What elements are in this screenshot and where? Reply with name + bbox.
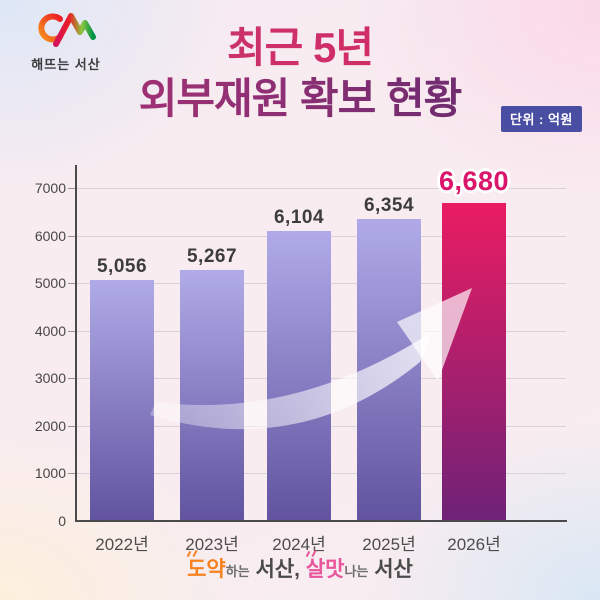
y-tick-mark (68, 425, 75, 427)
y-tick-mark (68, 378, 75, 380)
y-tick-mark (68, 188, 75, 189)
x-axis-line (75, 520, 567, 522)
x-tick-label: 2026년 (447, 535, 501, 554)
y-tick-mark (68, 473, 75, 475)
y-tick-label: 2000 (34, 417, 66, 434)
y-tick-label: 1000 (34, 465, 66, 482)
bar-2024년 (267, 230, 331, 521)
slogan-segment: 서산, (249, 558, 306, 581)
y-tick-label: 0 (58, 513, 66, 529)
x-tick-label: 2025년 (362, 535, 416, 554)
seosan-logo: 해뜨는 서산 (24, 10, 108, 73)
title-line-1: 최근 5년 (0, 22, 600, 73)
bar-2022년 (90, 280, 154, 521)
y-tick-label: 3000 (34, 370, 66, 387)
unit-badge: 단위 : 억원 (501, 106, 582, 132)
y-tick-label: 7000 (34, 180, 66, 196)
seosan-logo-icon (38, 13, 96, 47)
y-axis-line (75, 165, 77, 522)
bar-2025년 (357, 218, 421, 521)
y-tick-label: 4000 (34, 322, 66, 339)
x-tick-label: 2024년 (272, 535, 326, 554)
gridline (77, 188, 566, 189)
slogan-segment: 살맛 (305, 558, 345, 581)
bar-2026년 (442, 203, 506, 521)
slogan-segment: 도약 (187, 558, 226, 581)
title-line-2: 외부재원 확보 현황 (0, 73, 600, 124)
y-tick-label: 5000 (34, 275, 66, 292)
y-tick-label: 6000 (34, 227, 66, 244)
y-tick-mark (68, 235, 75, 237)
x-tick-label: 2023년 (185, 535, 239, 554)
slogan-segment: 서산 (368, 558, 413, 581)
y-tick-mark (68, 330, 75, 332)
footer-slogan: 도약하는 서산, 살맛나는 서산 (0, 553, 600, 583)
x-tick-label: 2022년 (95, 535, 149, 554)
slogan-segment: 하는 (225, 564, 250, 579)
value-label-2024년: 6,104 (273, 206, 325, 228)
value-label-2025년: 6,354 (363, 194, 415, 216)
logo-text: 해뜨는 서산 (24, 54, 108, 73)
page-title: 최근 5년 외부재원 확보 현황 (0, 22, 600, 124)
bar-2023년 (180, 270, 244, 521)
y-tick-mark (68, 283, 75, 285)
value-label-2022년: 5,056 (96, 256, 148, 278)
value-label-2026년: 6,680 (438, 166, 510, 197)
value-label-2023년: 5,267 (186, 246, 238, 268)
slogan-segment: 나는 (344, 564, 369, 579)
